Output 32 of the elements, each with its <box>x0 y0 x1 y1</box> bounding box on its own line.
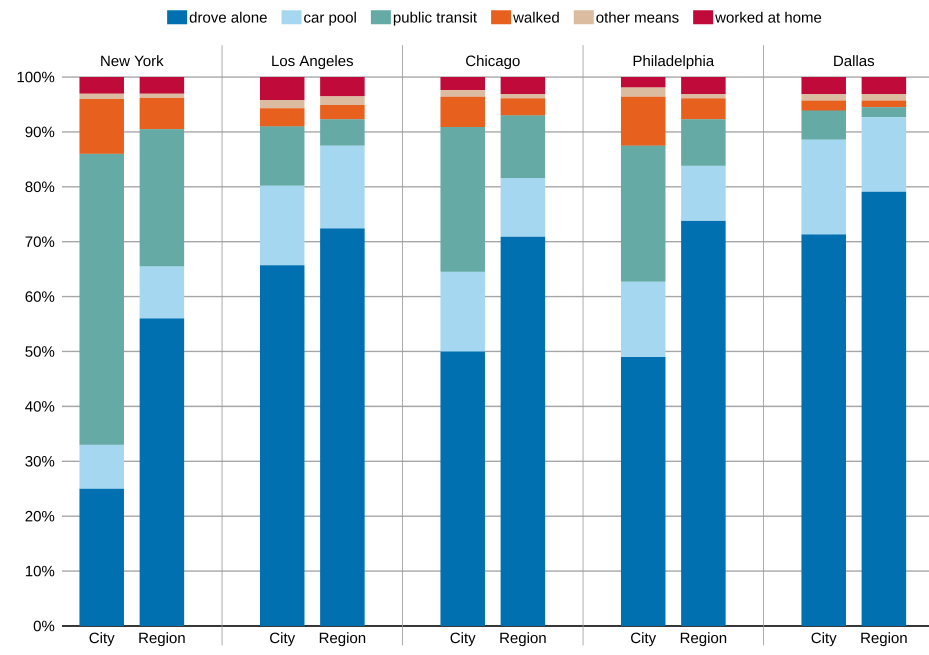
x-tick-label: Region <box>861 632 907 646</box>
y-tick-label: 10% <box>26 566 54 576</box>
y-tick-label: 70% <box>26 236 54 247</box>
y-tick-label: 90% <box>25 126 54 138</box>
x-tick-label: City <box>812 632 837 646</box>
text: New York <box>101 55 164 66</box>
y-tick-label: 40% <box>25 401 54 412</box>
text: Los Angeles <box>272 55 353 70</box>
y-tick-label: 100% <box>18 72 54 82</box>
x-tick-label: City <box>270 632 296 646</box>
legend-label: drove alone <box>190 12 267 23</box>
y-tick-label: 0% <box>34 620 54 632</box>
text: Dallas <box>834 55 874 66</box>
x-tick-label: City <box>90 632 115 646</box>
y-tick-label: 50% <box>25 346 54 357</box>
legend-label: other means <box>596 12 679 23</box>
text: Philadelphia <box>634 55 714 70</box>
y-tick-label: 30% <box>25 456 54 467</box>
y-tick-label: 80% <box>25 181 54 192</box>
x-tick-label: Region <box>320 632 366 646</box>
x-tick-label: Region <box>139 632 185 646</box>
legend-label: walked <box>513 12 559 23</box>
x-tick-label: Region <box>680 632 726 646</box>
legend-label: public transit <box>394 12 477 26</box>
y-tick-label: 20% <box>26 510 54 522</box>
legend-label: car pool <box>304 12 356 26</box>
x-tick-label: City <box>450 632 476 646</box>
x-tick-label: Region <box>500 632 546 646</box>
legend-label: worked at home <box>715 12 822 23</box>
text: Chicago <box>466 55 520 70</box>
y-tick-label: 60% <box>26 291 54 302</box>
x-tick-label: City <box>631 632 656 646</box>
